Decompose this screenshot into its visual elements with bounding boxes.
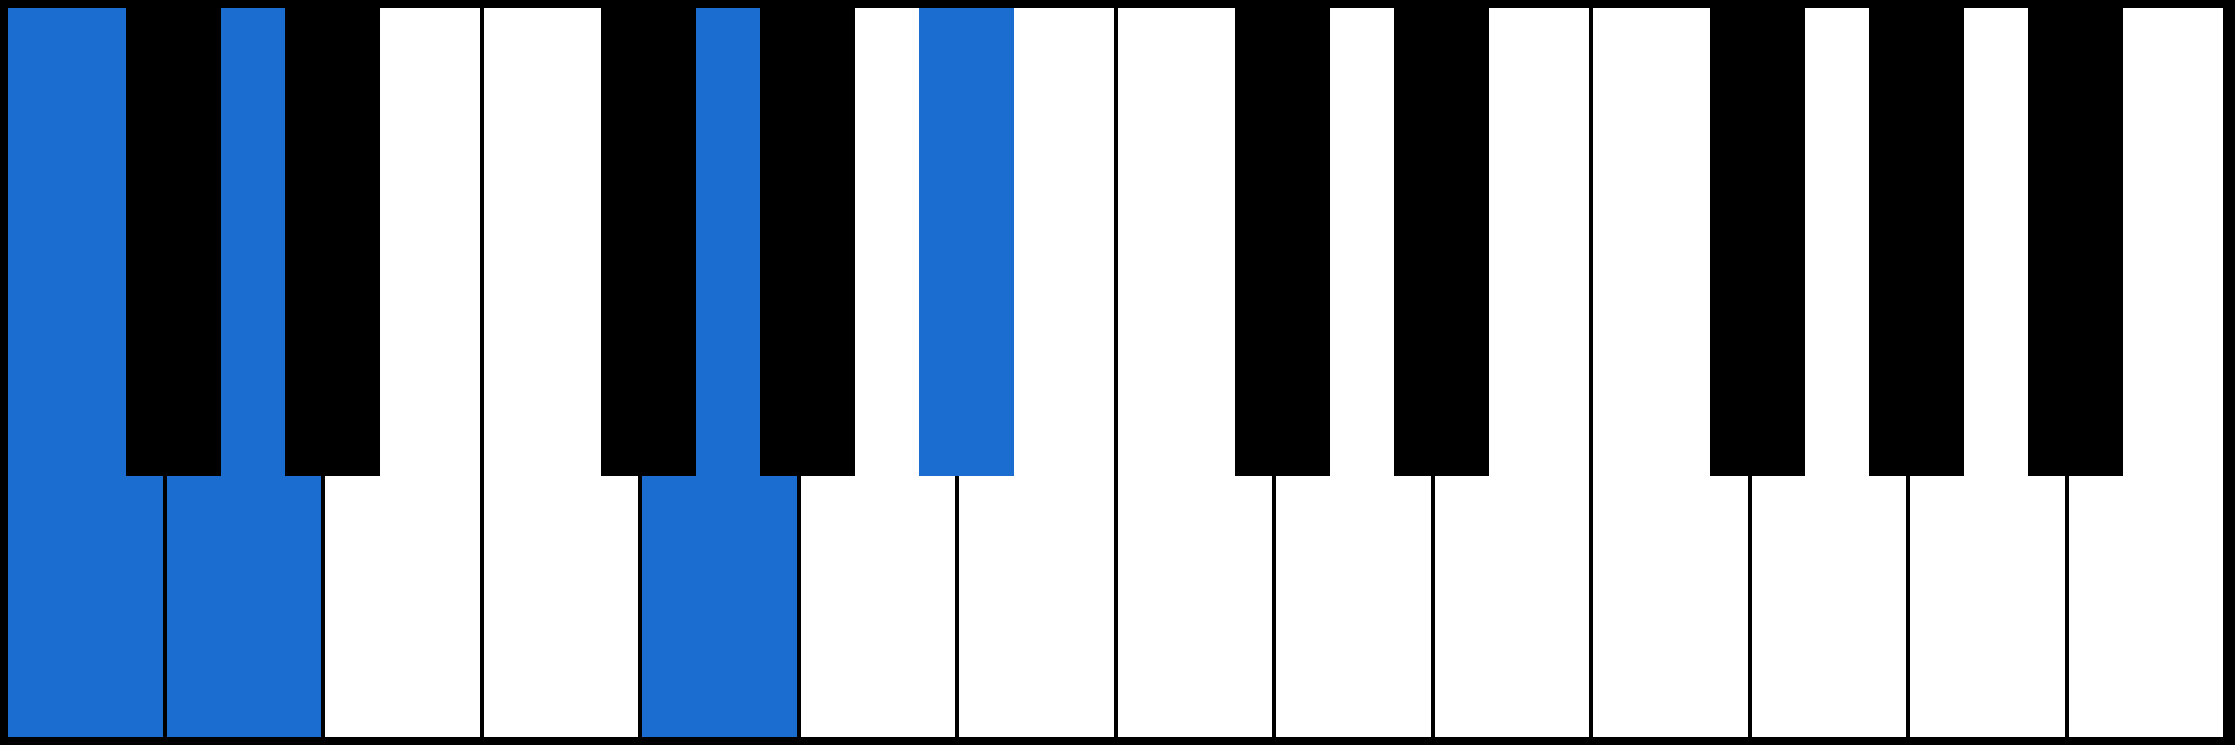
- black-key-csharp-5[interactable]: [1235, 8, 1330, 476]
- black-key-csharp-0[interactable]: [126, 8, 221, 476]
- black-key-dsharp-1[interactable]: [285, 8, 380, 476]
- black-key-gsharp-8[interactable]: [1869, 8, 1964, 476]
- black-key-asharp-9[interactable]: [2028, 8, 2123, 476]
- black-key-fsharp-2[interactable]: [601, 8, 696, 476]
- black-key-fsharp-7[interactable]: [1710, 8, 1805, 476]
- black-key-gsharp-3[interactable]: [760, 8, 855, 476]
- black-key-asharp-4[interactable]: [919, 8, 1014, 476]
- piano-keyboard: [0, 0, 2235, 745]
- black-key-dsharp-6[interactable]: [1394, 8, 1489, 476]
